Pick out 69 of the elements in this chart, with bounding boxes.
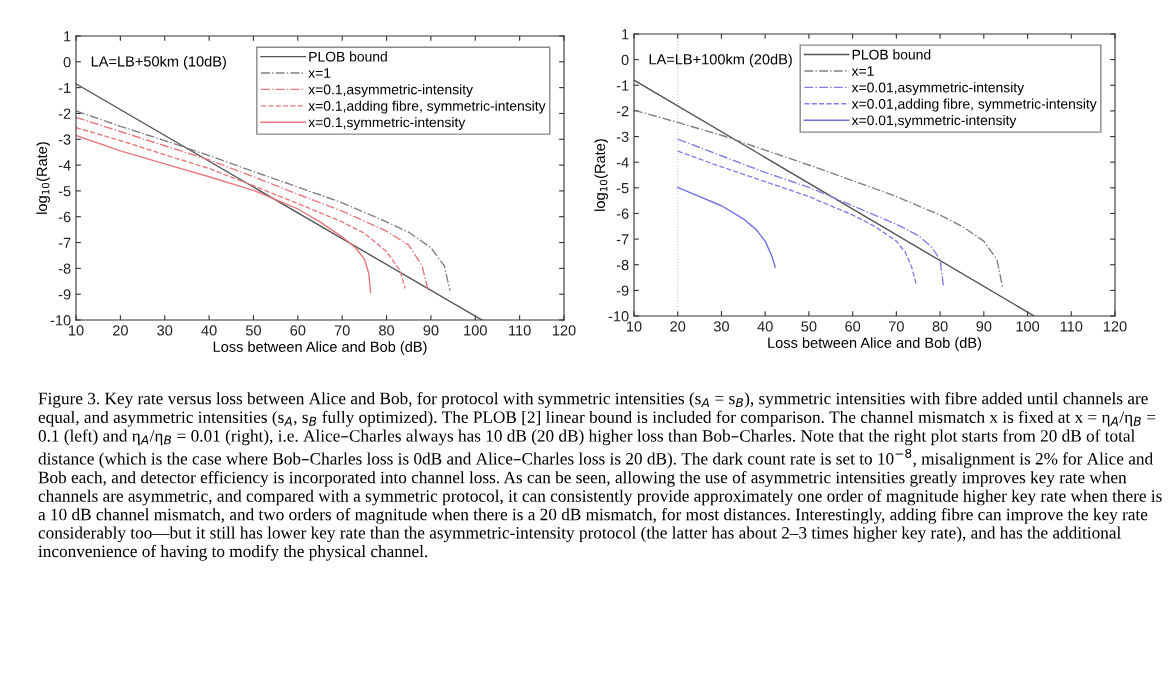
y-tick-label: -10 [608, 311, 629, 322]
x-tick-label: 10 [627, 321, 642, 332]
x-tick-label: 20 [112, 325, 128, 336]
y-tick-label: 1 [622, 29, 629, 40]
line-series [76, 134, 372, 294]
y-tick-label: -7 [616, 234, 629, 245]
y-tick-label: -8 [616, 259, 629, 271]
legend-label: x=0.1,symmetric-intensity [308, 117, 466, 130]
x-tick-label: 100 [464, 325, 487, 336]
x-tick-label: 120 [552, 325, 576, 336]
x-tick-label: 110 [1060, 321, 1083, 332]
y-tick-label: 1 [64, 31, 71, 42]
y-tick-label: -9 [58, 289, 71, 300]
legend-label: x=0.01,symmetric-intensity [851, 115, 1017, 128]
x-tick-label: 50 [245, 325, 261, 336]
x-axis-title: Loss between Alice and Bob (dB) [768, 337, 982, 351]
y-tick-label: 0 [621, 54, 629, 66]
legend-label: x=0.01,asymmetric-intensity [851, 82, 1025, 96]
legend-label: x=1 [851, 66, 874, 76]
legend-label: x=0.01,adding fibre, symmetric-intensity [851, 98, 1097, 112]
x-tick-label: 60 [845, 321, 861, 332]
legend-label: PLOB bound [852, 49, 931, 60]
y-tick-label: -3 [616, 131, 629, 142]
y-tick-label: -10 [50, 315, 71, 326]
y-tick-label: -6 [58, 211, 71, 223]
x-tick-label: 70 [889, 321, 904, 332]
x-tick-label: 60 [290, 325, 306, 336]
legend-label: PLOB bound [309, 51, 387, 62]
y-tick-label: -1 [616, 80, 629, 91]
y-tick-label: -4 [58, 160, 71, 171]
line-series [677, 186, 776, 268]
y-tick-label: -8 [58, 263, 71, 274]
line-series [677, 150, 917, 285]
y-tick-label: -5 [616, 183, 629, 194]
x-tick-label: 50 [801, 321, 817, 332]
y-tick-label: -9 [616, 285, 629, 296]
x-tick-label: 80 [932, 321, 948, 332]
y-tick-label: -2 [58, 108, 71, 119]
x-tick-label: 90 [976, 321, 992, 332]
line-series [677, 138, 945, 288]
y-tick-label: -4 [616, 157, 629, 168]
x-axis-title: Loss between Alice and Bob (dB) [213, 341, 427, 355]
y-axis-title: log$_{10}$(Rate) [594, 139, 608, 211]
y-tick-label: -2 [616, 106, 629, 117]
legend-label: x=1 [308, 68, 331, 78]
text: Figure 3. Key rate versus loss between Alice and Bob, for protocol with symmetric intensities (s$_{A}$ = s$_{B}$), symmetric intensities with fibre added until channels are equal, and asymmetric intensities (s$_{A}$, s$_{B}$ fully optimized). The PLOB [2] linear bound is included for comparison. The channel mismatch x is fixed at x = η$_{A}$/η$_{B}$ = 0.1 (left) and η$_{A}$/η$_{B}$ = 0.01 (right), i.e. Alice–Charles always has 10 dB (20 dB) higher loss than Bob–Charles. Note that the right plot starts from 20 dB of total distance (which is the case where Bob–Charles loss is 0dB and Alice–Charles loss is 20 dB). The dark count rate is set to 10$^{−8}$, misalignment is 2% for Alice and Bob each, and detector efficiency is incorporated into channel loss. As can be seen, allowing the use of asymmetric intensities greatly improves key rate when channels are asymmetric, and compared with a symmetric protocol, it can consistently provide approximately one order of magnitude higher key rate when there is a 10 dB channel mismatch, and two orders of magnitude when there is a 20 dB mismatch, for most distances. Interestingly, adding fibre can improve the key rate considerably too—but it still has lower key rate than the asymmetric-intensity protocol (the latter has about 2–3 times higher key rate), and has the additional inconvenience of having to modify the physical channel. [38, 392, 1162, 561]
x-tick-label: 40 [757, 321, 773, 332]
x-tick-label: 100 [1016, 321, 1040, 332]
x-tick-label: 80 [379, 325, 395, 336]
y-axis-title: log$_{10}$(Rate) [36, 142, 50, 214]
y-tick-label: -7 [58, 237, 71, 248]
y-tick-label: -5 [58, 186, 71, 197]
x-tick-label: 90 [423, 325, 439, 336]
legend-label: x=0.1,adding fibre, symmetric-intensity [308, 100, 546, 114]
x-tick-label: 10 [69, 325, 84, 336]
x-tick-label: 30 [157, 325, 173, 336]
y-tick-label: -3 [58, 134, 71, 145]
annotation: LA=LB+50km (10dB) [91, 55, 226, 70]
y-tick-label: -6 [616, 208, 629, 219]
x-tick-label: 120 [1103, 321, 1127, 332]
x-tick-label: 70 [334, 325, 350, 336]
x-tick-label: 30 [713, 321, 729, 332]
x-tick-label: 40 [201, 325, 217, 336]
x-tick-label: 110 [509, 325, 531, 336]
x-tick-label: 20 [670, 321, 686, 332]
y-tick-label: -1 [58, 82, 71, 93]
annotation: LA=LB+100km (20dB) [649, 53, 792, 68]
y-tick-label: 0 [63, 56, 71, 68]
legend-label: x=0.1,asymmetric-intensity [308, 84, 473, 98]
